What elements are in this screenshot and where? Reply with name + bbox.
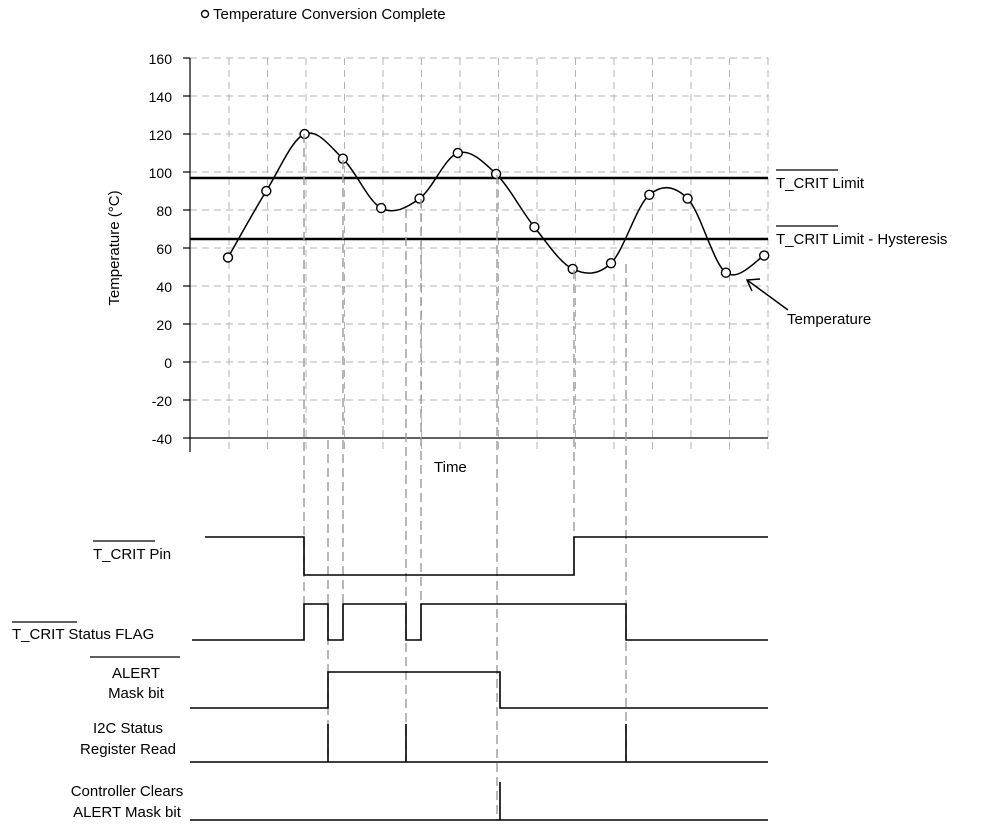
alert-mask-label-line1: ALERT <box>112 665 160 682</box>
y-tick-label: 160 <box>149 51 173 67</box>
y-axis-label: Temperature (°C) <box>106 190 123 305</box>
conversion-marker <box>567 263 578 275</box>
limit-suffix-text: Limit <box>828 175 865 192</box>
conversion-marker <box>261 185 272 197</box>
y-tick-label: -40 <box>152 431 172 447</box>
conversion-marker <box>414 193 425 204</box>
pin-suffix-text: Pin <box>145 546 171 563</box>
controller-clears-label-line2: ALERT Mask bit <box>73 804 182 821</box>
tcrit-overbar-text: T_CRIT <box>12 626 64 643</box>
temperature-label: Temperature <box>787 311 871 328</box>
temperature-pointer-arrowhead <box>745 278 761 292</box>
conversion-marker <box>529 221 540 233</box>
hysteresis-limit-label: T_CRIT Limit - Hysteresis <box>776 231 947 248</box>
conversion-marker <box>605 258 617 269</box>
status-flag-waveform <box>192 603 768 641</box>
y-tick-label: 80 <box>156 203 172 219</box>
i2c-read-label-line2: Register Read <box>80 741 176 758</box>
limit-suffix-text: Limit - Hysteresis <box>828 231 947 248</box>
i2c-read-label-line1: I2C Status <box>93 720 163 737</box>
conversion-markers <box>222 128 770 278</box>
conversion-marker <box>682 193 693 204</box>
conversion-marker <box>452 147 463 159</box>
controller-clears-label-line1: Controller Clears <box>71 783 184 800</box>
controller-clears-waveform <box>190 782 768 821</box>
alert-mask-waveform <box>190 671 768 709</box>
tcrit-limit-label: T_CRIT Limit <box>776 175 865 192</box>
y-tick-label: 120 <box>149 127 173 143</box>
conversion-marker <box>720 267 732 278</box>
tcrit-pin-waveform <box>205 536 768 576</box>
y-tick-label: 40 <box>156 279 172 295</box>
i2c-read-waveform <box>190 724 768 763</box>
y-tick-labels: 160 140 120 100 80 60 40 20 0 -20 -40 <box>149 51 173 447</box>
y-tick-label: 60 <box>156 241 172 257</box>
conversion-marker <box>376 202 387 214</box>
conversion-marker <box>222 252 234 263</box>
temperature-curve <box>227 132 765 276</box>
y-tick-label: -20 <box>152 393 172 409</box>
y-tick-label: 140 <box>149 89 173 105</box>
event-guides <box>303 134 627 820</box>
tcrit-overbar-text: T_CRIT <box>776 175 828 192</box>
temperature-pointer-line <box>746 279 789 311</box>
conversion-marker <box>490 168 502 180</box>
flag-suffix-text: Status FLAG <box>64 626 154 643</box>
tcrit-overbar-text: T_CRIT <box>776 231 828 248</box>
y-tick-label: 0 <box>164 355 172 371</box>
legend-label: Temperature Conversion Complete <box>213 6 446 23</box>
conversion-marker-legend-icon <box>200 9 210 19</box>
alert-mask-label-line2: Mask bit <box>108 685 165 702</box>
chart-grid <box>183 57 769 452</box>
tcrit-overbar-text: T_CRIT <box>93 546 145 563</box>
y-tick-label: 20 <box>156 317 172 333</box>
status-flag-label: T_CRIT Status FLAG <box>12 626 154 643</box>
y-tick-label: 100 <box>149 165 173 181</box>
tcrit-pin-label: T_CRIT Pin <box>93 546 171 563</box>
conversion-marker <box>644 189 655 201</box>
x-axis-label: Time <box>434 459 467 476</box>
conversion-marker <box>759 250 770 261</box>
